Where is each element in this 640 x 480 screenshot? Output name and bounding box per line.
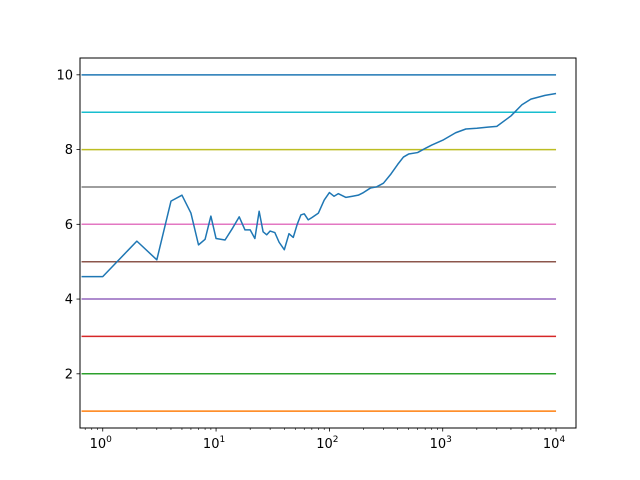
y-tick-label: 6 (65, 218, 73, 233)
y-tick-label: 4 (65, 293, 73, 308)
y-tick-label: 2 (65, 367, 73, 382)
y-tick-label: 10 (56, 68, 73, 83)
y-tick-label: 8 (65, 143, 73, 158)
